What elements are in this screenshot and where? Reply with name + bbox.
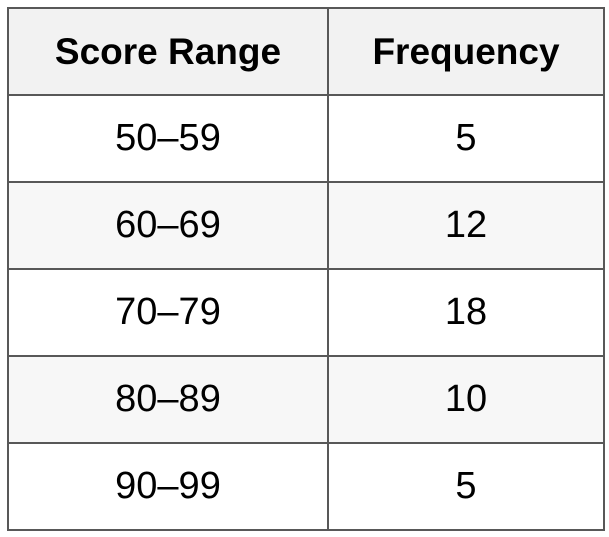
table-header: Score Range Frequency [7, 7, 605, 96]
table-row: 80–89 10 [7, 355, 605, 444]
table-body: 50–59 5 60–69 12 70–79 18 80–89 10 90–99… [7, 94, 605, 531]
score-range-cell: 60–69 [7, 181, 329, 270]
table-row: 70–79 18 [7, 268, 605, 357]
table-row: 60–69 12 [7, 181, 605, 270]
score-range-cell: 70–79 [7, 268, 329, 357]
header-score-range: Score Range [7, 7, 329, 96]
score-range-cell: 90–99 [7, 442, 329, 531]
frequency-table: Score Range Frequency 50–59 5 60–69 12 7… [7, 7, 605, 531]
header-row: Score Range Frequency [7, 7, 605, 96]
frequency-cell: 5 [327, 94, 605, 183]
header-frequency: Frequency [327, 7, 605, 96]
table-row: 90–99 5 [7, 442, 605, 531]
frequency-cell: 18 [327, 268, 605, 357]
table-row: 50–59 5 [7, 94, 605, 183]
frequency-cell: 5 [327, 442, 605, 531]
frequency-cell: 10 [327, 355, 605, 444]
frequency-cell: 12 [327, 181, 605, 270]
score-range-cell: 50–59 [7, 94, 329, 183]
score-range-cell: 80–89 [7, 355, 329, 444]
